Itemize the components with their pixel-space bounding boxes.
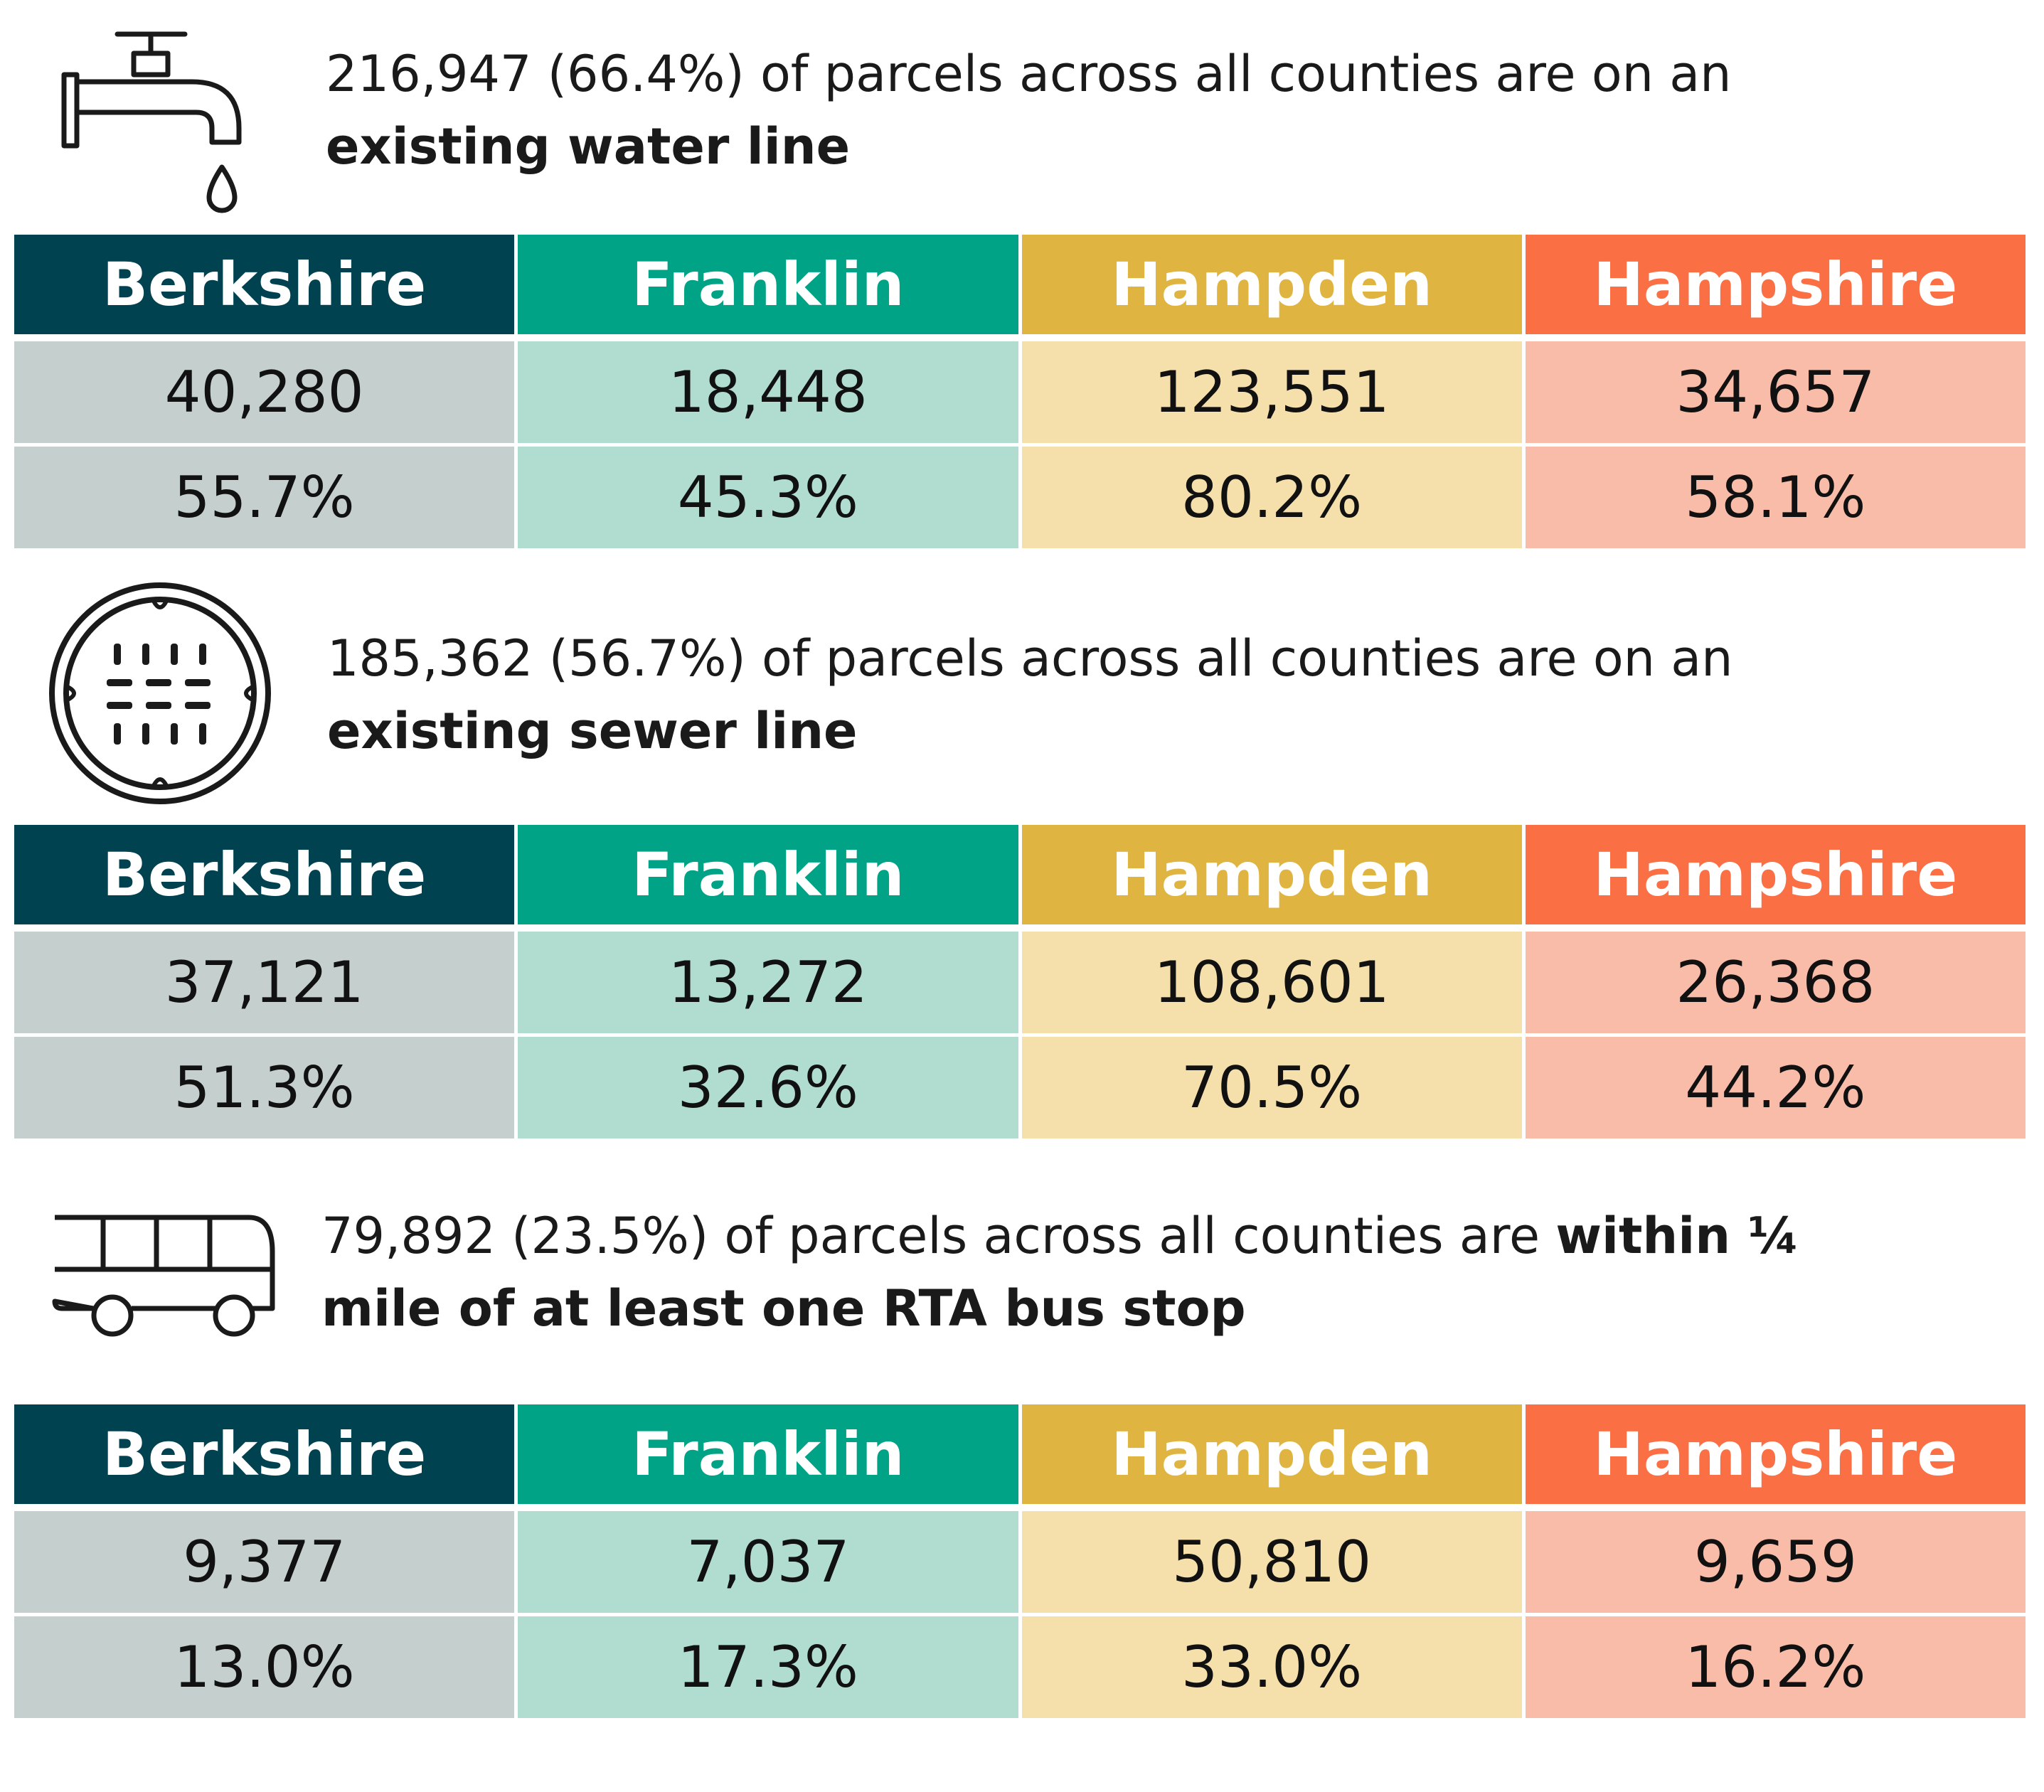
header-berkshire: Berkshire	[14, 235, 515, 334]
count-berkshire: 40,280	[14, 341, 515, 443]
water-count-row: 40,280 18,448 123,551 34,657	[14, 341, 2026, 443]
sewer-caption-bold: existing sewer line	[327, 702, 858, 760]
bus-caption-bold-1: within ¼	[1555, 1207, 1799, 1265]
bus-icon	[52, 1215, 275, 1337]
header-franklin: Franklin	[518, 235, 1018, 334]
bus-percent-row: 13.0% 17.3% 33.0% 16.2%	[14, 1616, 2026, 1718]
header-hampshire: Hampshire	[1525, 235, 2026, 334]
water-faucet-icon	[61, 31, 242, 213]
header-hampshire: Hampshire	[1525, 825, 2026, 924]
manhole-cover-icon	[49, 582, 271, 804]
percent-franklin: 45.3%	[518, 447, 1018, 548]
percent-hampshire: 16.2%	[1525, 1616, 2026, 1718]
water-header-row: Berkshire Franklin Hampden Hampshire	[14, 235, 2026, 334]
sewer-caption-line1: 185,362 (56.7%) of parcels across all co…	[327, 629, 1733, 688]
percent-hampden: 70.5%	[1021, 1037, 1522, 1138]
percent-berkshire: 51.3%	[14, 1037, 515, 1138]
percent-hampden: 33.0%	[1021, 1616, 1522, 1718]
percent-berkshire: 55.7%	[14, 447, 515, 548]
water-caption-line1: 216,947 (66.4%) of parcels across all co…	[326, 45, 1732, 103]
percent-berkshire: 13.0%	[14, 1616, 515, 1718]
count-hampden: 50,810	[1021, 1511, 1522, 1613]
header-franklin: Franklin	[518, 1404, 1018, 1504]
percent-hampden: 80.2%	[1021, 447, 1522, 548]
bus-caption: 79,892 (23.5%) of parcels across all cou…	[321, 1200, 1799, 1345]
bus-header-row: Berkshire Franklin Hampden Hampshire	[14, 1404, 2026, 1504]
count-hampshire: 9,659	[1525, 1511, 2026, 1613]
percent-hampshire: 58.1%	[1525, 447, 2026, 548]
sewer-section: 185,362 (56.7%) of parcels across all co…	[0, 569, 2044, 1152]
count-franklin: 7,037	[518, 1511, 1018, 1613]
sewer-header-row: Berkshire Franklin Hampden Hampshire	[14, 825, 2026, 924]
header-hampden: Hampden	[1021, 235, 1522, 334]
bus-caption-line1: 79,892 (23.5%) of parcels across all cou…	[321, 1207, 1556, 1265]
count-berkshire: 9,377	[14, 1511, 515, 1613]
sewer-percent-row: 51.3% 32.6% 70.5% 44.2%	[14, 1037, 2026, 1138]
bus-caption-bold-2: mile of at least one RTA bus stop	[321, 1279, 1246, 1338]
percent-franklin: 32.6%	[518, 1037, 1018, 1138]
header-berkshire: Berkshire	[14, 1404, 515, 1504]
header-hampshire: Hampshire	[1525, 1404, 2026, 1504]
water-table: Berkshire Franklin Hampden Hampshire 40,…	[14, 235, 2026, 548]
water-percent-row: 55.7% 45.3% 80.2% 58.1%	[14, 447, 2026, 548]
count-hampden: 123,551	[1021, 341, 1522, 443]
header-hampden: Hampden	[1021, 1404, 1522, 1504]
count-berkshire: 37,121	[14, 932, 515, 1033]
count-hampshire: 26,368	[1525, 932, 2026, 1033]
header-hampden: Hampden	[1021, 825, 1522, 924]
percent-franklin: 17.3%	[518, 1616, 1018, 1718]
header-berkshire: Berkshire	[14, 825, 515, 924]
count-franklin: 18,448	[518, 341, 1018, 443]
sewer-count-row: 37,121 13,272 108,601 26,368	[14, 932, 2026, 1033]
header-franklin: Franklin	[518, 825, 1018, 924]
water-caption: 216,947 (66.4%) of parcels across all co…	[326, 38, 1732, 183]
water-caption-bold: existing water line	[326, 117, 851, 176]
bus-count-row: 9,377 7,037 50,810 9,659	[14, 1511, 2026, 1613]
count-franklin: 13,272	[518, 932, 1018, 1033]
bus-section: 79,892 (23.5%) of parcels across all cou…	[0, 1166, 2044, 1735]
count-hampden: 108,601	[1021, 932, 1522, 1033]
water-section: 216,947 (66.4%) of parcels across all co…	[0, 0, 2044, 562]
bus-table: Berkshire Franklin Hampden Hampshire 9,3…	[14, 1404, 2026, 1718]
percent-hampshire: 44.2%	[1525, 1037, 2026, 1138]
sewer-caption: 185,362 (56.7%) of parcels across all co…	[327, 622, 1733, 767]
count-hampshire: 34,657	[1525, 341, 2026, 443]
sewer-table: Berkshire Franklin Hampden Hampshire 37,…	[14, 825, 2026, 1138]
